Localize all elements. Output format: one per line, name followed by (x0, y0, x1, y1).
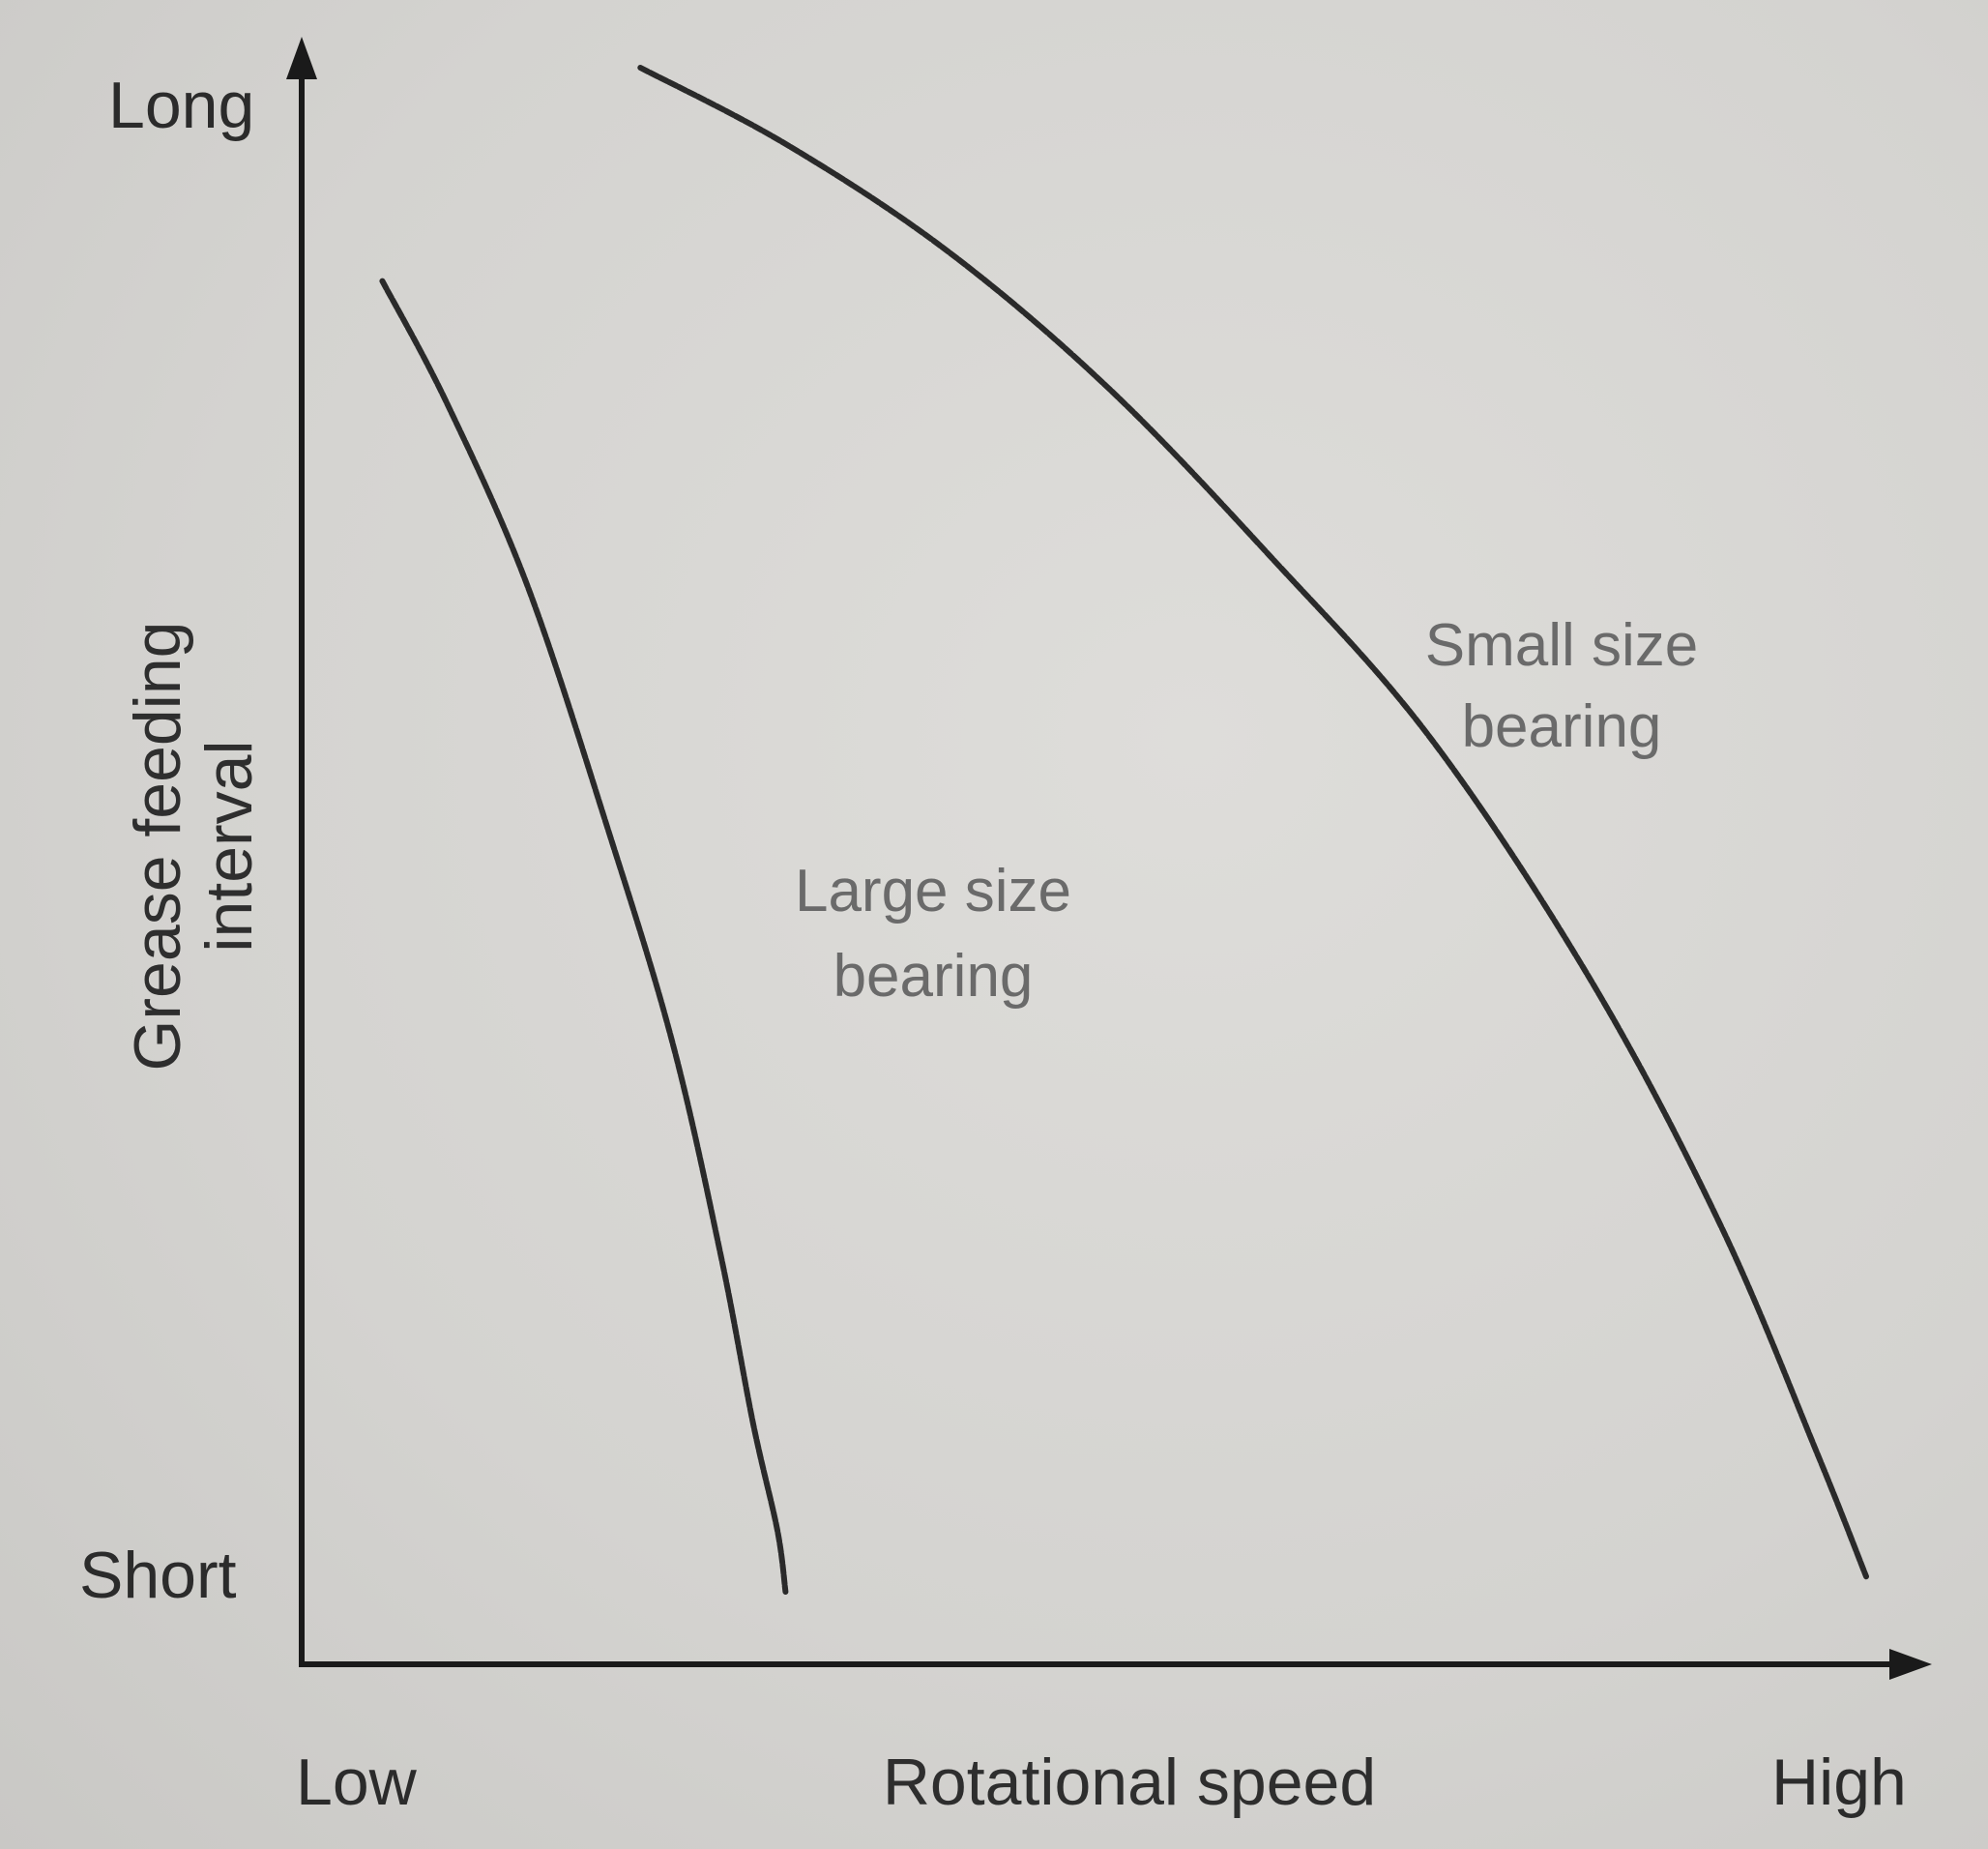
series-group (379, 65, 1869, 1595)
series-label-small-line-2: bearing (1462, 693, 1662, 760)
y-tick-label-short: Short (79, 1539, 237, 1612)
x-tick-label-low: Low (296, 1746, 418, 1819)
large-size-bearing-curve (379, 278, 789, 1595)
y-axis-title-line-1: Grease feeding (121, 622, 194, 1071)
x-axis-arrow-icon (1889, 1649, 1932, 1680)
y-tick-label-long: Long (108, 69, 254, 142)
series-label-large-line-1: Large size (795, 858, 1071, 924)
small-size-bearing-curve (637, 65, 1869, 1580)
y-axis-title: Grease feeding interval (121, 622, 266, 1071)
series-label-large-line-2: bearing (833, 943, 1034, 1010)
x-axis-title: Rotational speed (883, 1746, 1376, 1819)
x-tick-label-high: High (1771, 1746, 1907, 1819)
series-label-small-line-1: Small size (1425, 612, 1699, 679)
y-axis-arrow-icon (286, 37, 317, 79)
y-axis-title-line-2: interval (192, 740, 266, 952)
